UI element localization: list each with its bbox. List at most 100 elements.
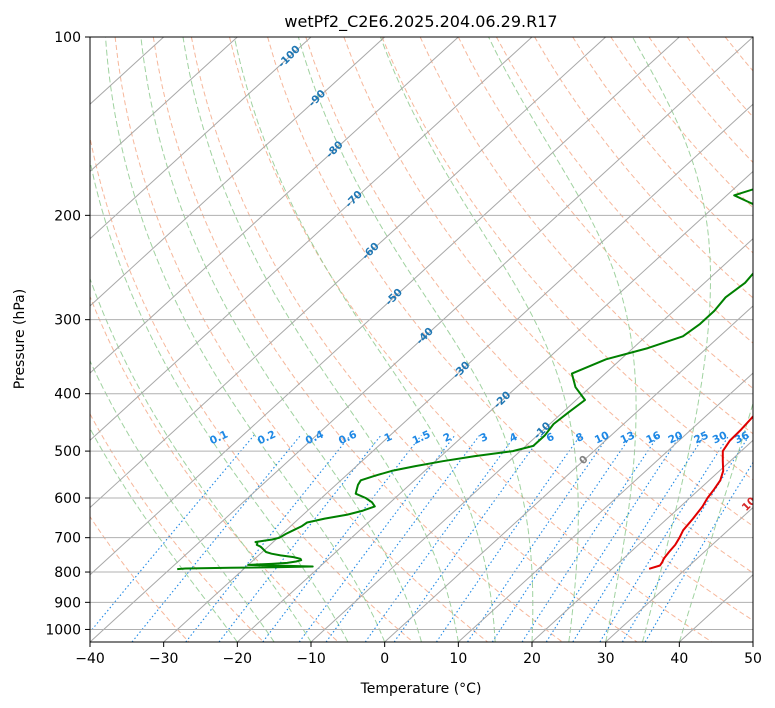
mixing-ratio-label: 1.5 — [411, 429, 433, 448]
mixing-ratio-line — [185, 434, 351, 642]
dry-adiabat — [114, 37, 488, 642]
mixing-ratio-label: 3 — [478, 431, 490, 445]
x-tick-label: −40 — [75, 651, 105, 667]
mixing-ratio-label: 0.1 — [208, 429, 230, 448]
mixing-ratio-line — [218, 434, 382, 642]
x-tick-label: 30 — [597, 651, 615, 667]
mixing-ratio-label: 0.6 — [337, 429, 359, 448]
isotherm-line — [457, 372, 753, 642]
y-tick-label: 600 — [54, 491, 81, 507]
dry-adiabat — [267, 37, 753, 622]
dry-adiabat — [648, 37, 753, 164]
mixing-ratio-line — [435, 434, 582, 642]
y-tick-label: 300 — [54, 313, 81, 329]
moist-adiabat — [488, 37, 637, 642]
x-tick-label: 0 — [380, 651, 389, 667]
mixing-ratio-label: 6 — [545, 431, 557, 445]
dry-adiabat — [381, 37, 753, 481]
mixing-ratio-line — [644, 461, 753, 642]
dry-adiabat — [686, 37, 753, 118]
mixing-ratio-label: 16 — [644, 429, 662, 446]
y-axis-label: Pressure (hPa) — [12, 289, 28, 389]
dry-adiabat — [190, 37, 638, 642]
y-tick-label: 800 — [54, 565, 81, 581]
mixing-ratio-line — [467, 434, 610, 642]
moist-adiabat — [90, 427, 238, 642]
x-tick-label: 50 — [744, 651, 762, 667]
x-tick-label: 40 — [670, 651, 688, 667]
isotherm-line — [90, 37, 459, 374]
mixing-ratio-label: 20 — [666, 429, 684, 446]
x-tick-label: 10 — [449, 651, 467, 667]
dry-adiabat-label: 20 — [751, 525, 770, 544]
x-tick-label: −10 — [296, 651, 326, 667]
moist-adiabat — [140, 37, 422, 642]
mixing-ratio-label: 4 — [508, 431, 520, 445]
y-tick-label: 400 — [54, 387, 81, 403]
axis-ticks: −40 −30 −20 −10 0 10 20 30 40 5010020030040050060… — [45, 30, 762, 667]
dry-adiabat — [343, 37, 753, 527]
moist-adiabat — [678, 401, 753, 642]
dry-adiabat — [90, 515, 190, 642]
isotherm-line — [90, 37, 312, 240]
dry-adiabat — [90, 295, 339, 642]
temperature-line — [648, 415, 753, 570]
isotherm-line — [236, 170, 753, 642]
isotherm-line — [90, 37, 607, 509]
mixing-ratio-label: 13 — [619, 429, 637, 446]
moist-adiabat — [297, 37, 534, 642]
chart-title: wetPf2_C2E6.2025.204.06.29.R17 — [284, 12, 557, 32]
mixing-ratio-label: 1 — [383, 431, 395, 445]
mixing-ratio-label: 10 — [593, 429, 611, 446]
dry-adiabat — [90, 135, 414, 642]
moist-adiabat — [233, 37, 496, 642]
y-tick-label: 100 — [54, 30, 81, 46]
dry-adiabat-label: 30 — [763, 554, 775, 573]
isotherm-line — [90, 37, 753, 642]
mixing-ratio-label: 25 — [692, 429, 710, 446]
x-tick-label: −30 — [149, 651, 179, 667]
dry-adiabat — [152, 37, 563, 642]
mixing-ratio-label: 0.2 — [256, 429, 278, 448]
mixing-ratio-label: 36 — [733, 429, 751, 446]
moist-adiabat — [380, 37, 579, 642]
isotherm-line — [90, 37, 680, 576]
mixing-ratio-line — [262, 434, 422, 642]
dry-adiabat — [534, 37, 753, 299]
mixing-ratio-label: 8 — [574, 431, 586, 445]
mixing-ratio-line — [491, 434, 632, 642]
moist-adiabat — [182, 37, 459, 642]
x-tick-label: 20 — [523, 651, 541, 667]
moist-adiabat — [90, 158, 349, 642]
plot-frame — [89, 36, 754, 643]
dry-adiabat — [610, 37, 753, 209]
mixing-ratio-line — [545, 434, 682, 642]
isotherm-line — [605, 506, 753, 642]
mixing-ratio-line — [572, 434, 706, 642]
mixing-ratio-label: 0.4 — [304, 429, 326, 448]
mixing-ratio-line — [599, 434, 730, 642]
x-axis-label: Temperature (°C) — [360, 681, 482, 697]
dry-adiabat — [724, 37, 753, 72]
y-tick-label: 500 — [54, 444, 81, 460]
mixing-ratio-line — [90, 434, 255, 633]
isotherm-line — [752, 641, 753, 642]
mixing-ratio-line — [621, 434, 750, 642]
x-tick-label: −20 — [223, 651, 253, 667]
isotherm-line — [531, 439, 753, 642]
background-lines — [90, 37, 775, 642]
mixing-ratio-label: 30 — [711, 429, 729, 446]
y-tick-label: 900 — [54, 595, 81, 611]
isotherm-line — [90, 37, 533, 442]
mixing-ratio-line — [131, 434, 302, 642]
y-tick-label: 1000 — [45, 622, 81, 638]
isotherm-line — [90, 37, 386, 307]
isotherm-label: -100 — [276, 43, 303, 70]
isotherm-line — [90, 37, 238, 173]
mixing-ratio-label: 2 — [441, 431, 453, 445]
isotherm-line — [310, 237, 753, 642]
dry-adiabat — [763, 37, 775, 642]
mixing-ratio-line — [325, 434, 481, 642]
